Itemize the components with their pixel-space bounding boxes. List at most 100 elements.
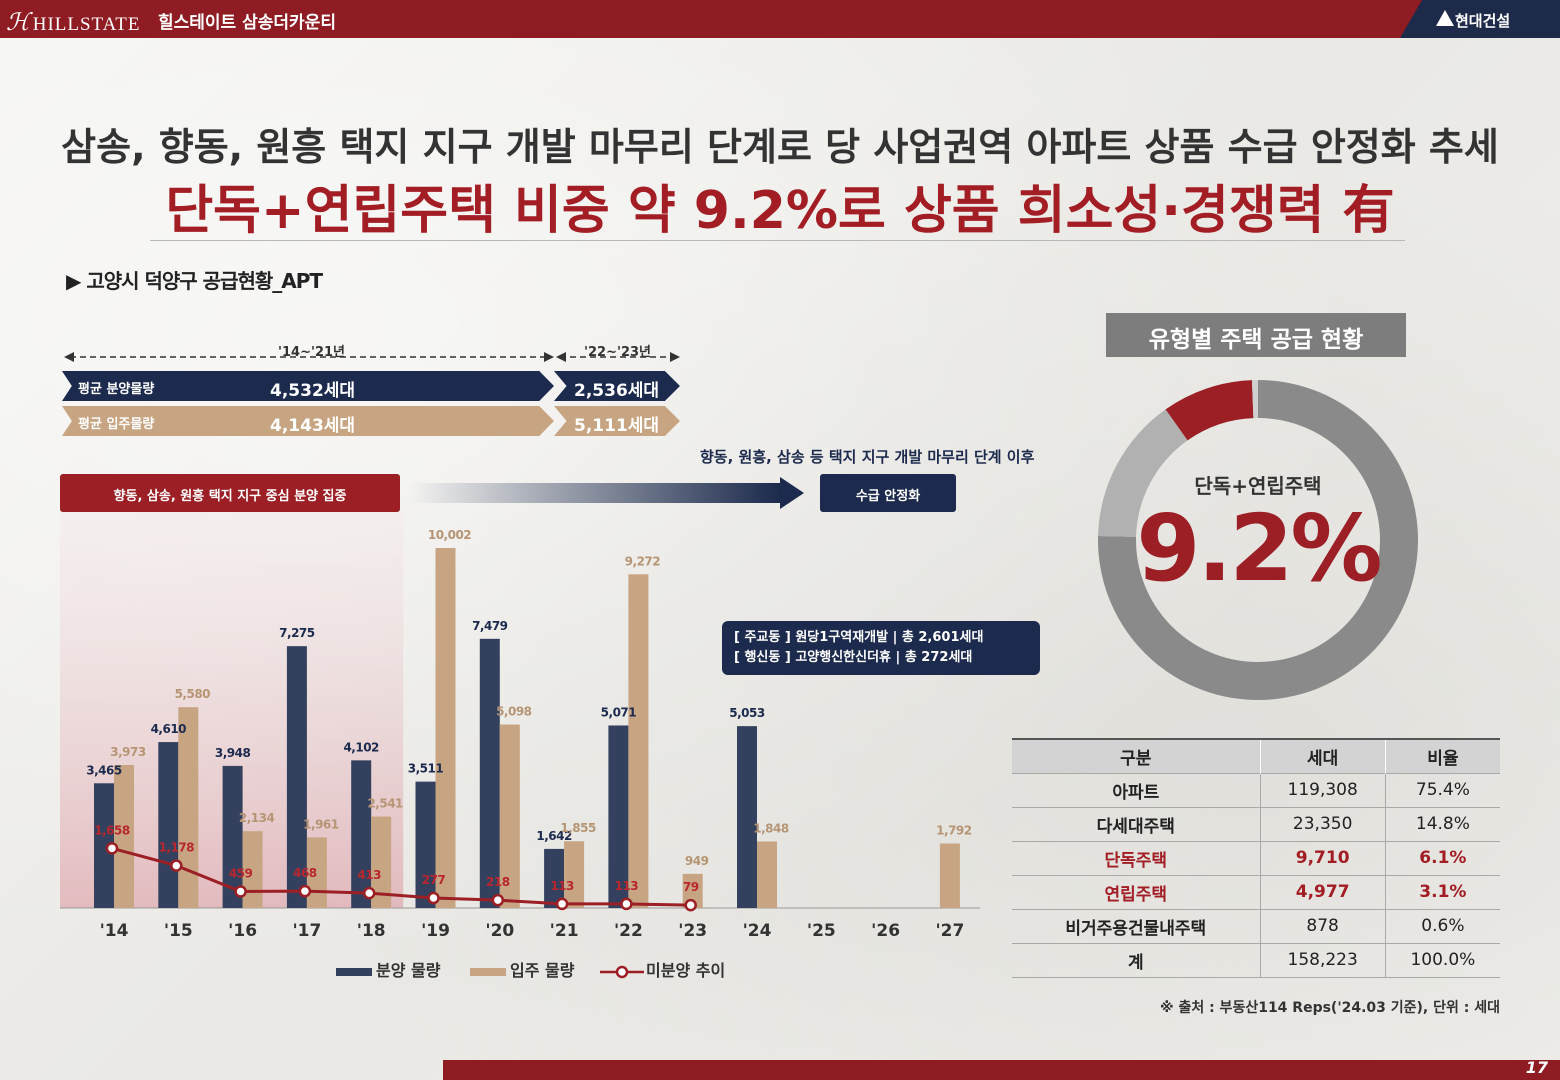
trend-arrow-shaft [410, 483, 780, 503]
unsold-point [684, 898, 697, 912]
x-tick-label: '14 [100, 921, 129, 941]
donut-chart [1098, 380, 1418, 700]
avg-movein-value-b: 5,111세대 [574, 416, 660, 436]
donut-title: 유형별 주택 공급 현황 [1106, 313, 1406, 357]
unsold-data-label: 1,178 [159, 841, 195, 855]
sale-data-label: 7,479 [472, 619, 508, 633]
x-tick-label: '17 [292, 921, 321, 941]
sale-data-label: 1,642 [536, 829, 572, 843]
avg-movein-value-a: 4,143세대 [270, 416, 356, 436]
table-row: 비거주용건물내주택 878 0.6% [1012, 908, 1500, 943]
table-header: 비율 [1384, 739, 1500, 773]
movein-data-label: 1,848 [753, 821, 789, 835]
period-arrows [64, 352, 680, 362]
divider [150, 240, 1405, 241]
movein-bar [178, 707, 199, 908]
movein-bar [242, 831, 263, 908]
x-tick-label: '22 [614, 921, 643, 941]
unsold-data-label: 218 [486, 875, 510, 889]
sale-bar [544, 848, 565, 908]
legend-movein-swatch [470, 967, 506, 976]
table-header: 구분 [1012, 739, 1261, 773]
movein-bar [371, 816, 392, 908]
unsold-data-label: 1,658 [94, 823, 130, 837]
sale-data-label: 4,610 [151, 722, 187, 736]
x-tick-label: '25 [807, 921, 836, 941]
movein-data-label: 2,541 [367, 797, 403, 811]
unsold-point [555, 897, 569, 911]
table-row: 아파트 119,308 75.4% [1012, 772, 1500, 807]
avg-sale-value-b: 2,536세대 [574, 381, 660, 401]
sale-data-label: 4,102 [343, 740, 379, 754]
supply-bar-chart: '14 3,465 3,973 '15 4,610 5,580 '16 3,948 2,134 '… [60, 512, 980, 941]
x-tick-label: '20 [485, 921, 514, 941]
sale-data-label: 3,511 [408, 762, 444, 776]
movein-data-label: 5,098 [496, 705, 532, 719]
x-tick-label: '24 [743, 921, 772, 941]
table-row-total: 계 158,223 100.0% [1012, 942, 1500, 978]
avg-movein-bar-a: 평균 입주물량 4,143세대 [62, 406, 554, 436]
unsold-data-label: 459 [229, 866, 253, 880]
unsold-data-label: 277 [422, 873, 446, 887]
table-row: 다세대주택 23,350 14.8% [1012, 806, 1500, 841]
table-header-row: 구분 세대 비율 [1012, 739, 1500, 773]
movein-bar [435, 548, 456, 908]
sale-bar [222, 765, 243, 908]
unsold-point [427, 891, 440, 905]
unsold-point [298, 884, 312, 898]
unsold-point [620, 897, 633, 911]
movein-bar [682, 873, 703, 908]
unsold-data-label: 413 [357, 868, 381, 882]
sale-bar [737, 726, 757, 908]
donut-center-label: 단독+연립주택 [1194, 474, 1322, 498]
avg-sale-bar-a: 평균 분양물량 4,532세대 [62, 371, 554, 401]
hillstate-logo: ℋ HILLSTATE [6, 10, 141, 36]
legend-unsold-swatch [600, 965, 644, 978]
concentration-box: 향동, 삼송, 원흥 택지 지구 중심 분양 집중 [60, 474, 400, 512]
top-bar: ℋ HILLSTATE 힐스테이트 삼송더카운티 현대건설 [0, 0, 1560, 38]
bottom-bar [443, 1060, 1560, 1080]
table-header: 세대 [1259, 739, 1386, 773]
avg-sale-bar-b: 2,536세대 [554, 371, 680, 401]
callout-line-2: [ 행신동 ] 고양행신한신더휴 | 총 272세대 [734, 650, 973, 665]
x-tick-label: '19 [421, 921, 450, 941]
x-tick-label: '27 [935, 921, 964, 941]
movein-bar [757, 841, 777, 908]
movein-bar [939, 843, 960, 908]
x-tick-label: '18 [357, 921, 386, 941]
table-row-highlight: 연립주택 4,977 3.1% [1012, 874, 1500, 909]
legend-unsold: 미분양 추이 [600, 957, 725, 981]
unsold-data-label: 468 [293, 866, 317, 880]
legend-sale: 분양 물량 [336, 957, 440, 981]
sale-bar [415, 781, 436, 908]
avg-sale-label: 평균 분양물량 [78, 382, 155, 397]
sale-bar [94, 783, 114, 908]
donut-slice [1251, 380, 1258, 419]
movein-data-label: 1,855 [560, 821, 596, 835]
sale-data-label: 3,465 [86, 763, 122, 777]
unsold-point [234, 885, 247, 898]
legend-movein: 입주 물량 [470, 957, 574, 981]
sale-data-label: 7,275 [279, 626, 315, 640]
movein-data-label: 949 [685, 854, 709, 868]
stabilize-box: 수급 안정화 [820, 474, 956, 512]
unsold-point [362, 886, 376, 900]
hyundai-triangle-icon [1436, 10, 1454, 26]
sale-bar [286, 646, 307, 908]
movein-bar [628, 574, 649, 908]
trend-arrow-head [780, 477, 804, 509]
table-row-highlight: 단독주택 9,710 6.1% [1012, 840, 1500, 875]
donut-slice [1098, 409, 1188, 537]
donut-center-value: 9.2% [1136, 495, 1382, 602]
movein-data-label: 5,580 [175, 687, 211, 701]
x-tick-label: '23 [678, 921, 707, 941]
movein-data-label: 1,792 [936, 824, 972, 838]
section-title: ▶ 고양시 덕양구 공급현황_APT [66, 269, 323, 293]
unsold-line [111, 846, 691, 907]
unsold-data-label: 79 [683, 880, 699, 894]
movein-data-label: 2,134 [239, 811, 275, 825]
avg-movein-bar-b: 5,111세대 [554, 406, 680, 436]
unsold-data-label: 113 [615, 879, 639, 893]
x-tick-label: '15 [164, 921, 193, 941]
movein-data-label: 9,272 [625, 554, 661, 568]
